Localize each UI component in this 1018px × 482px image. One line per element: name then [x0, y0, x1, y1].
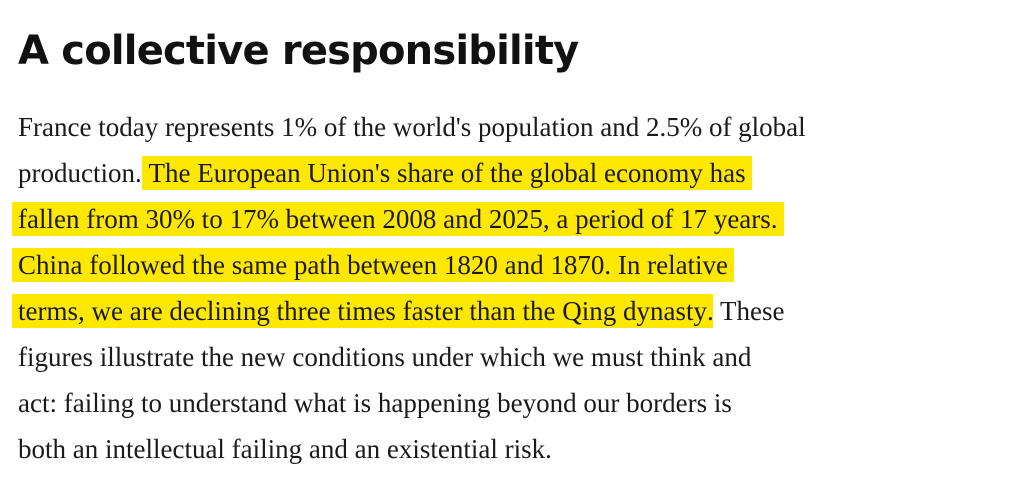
text-line: act: failing to understand what is happe… [18, 380, 806, 426]
text: production. [18, 158, 149, 188]
text-line: both an intellectual failing and an exis… [18, 426, 806, 472]
text: figures illustrate the new conditions un… [18, 342, 752, 372]
text-line: China followed the same path between 182… [12, 242, 806, 288]
highlighted-text: fallen from 30% to 17% between 2008 and … [12, 202, 784, 236]
highlighted-text: China followed the same path between 182… [12, 248, 735, 282]
text: act: failing to understand what is happe… [18, 388, 732, 418]
paragraph: France today represents 1% of the world'… [12, 104, 806, 472]
highlighted-text: terms, we are declining three times fast… [12, 294, 714, 328]
text-line: production. The European Union's share o… [18, 150, 806, 196]
text: . These [707, 296, 785, 326]
text-line: fallen from 30% to 17% between 2008 and … [12, 196, 806, 242]
text: France today represents 1% of the world'… [18, 112, 806, 142]
text: both an intellectual failing and an exis… [18, 434, 552, 464]
text-line: terms, we are declining three times fast… [12, 288, 806, 334]
text-line: France today represents 1% of the world'… [18, 104, 806, 150]
text-line: figures illustrate the new conditions un… [18, 334, 806, 380]
highlighted-text: The European Union's share of the global… [142, 156, 752, 190]
section-heading: A collective responsibility [18, 28, 579, 74]
